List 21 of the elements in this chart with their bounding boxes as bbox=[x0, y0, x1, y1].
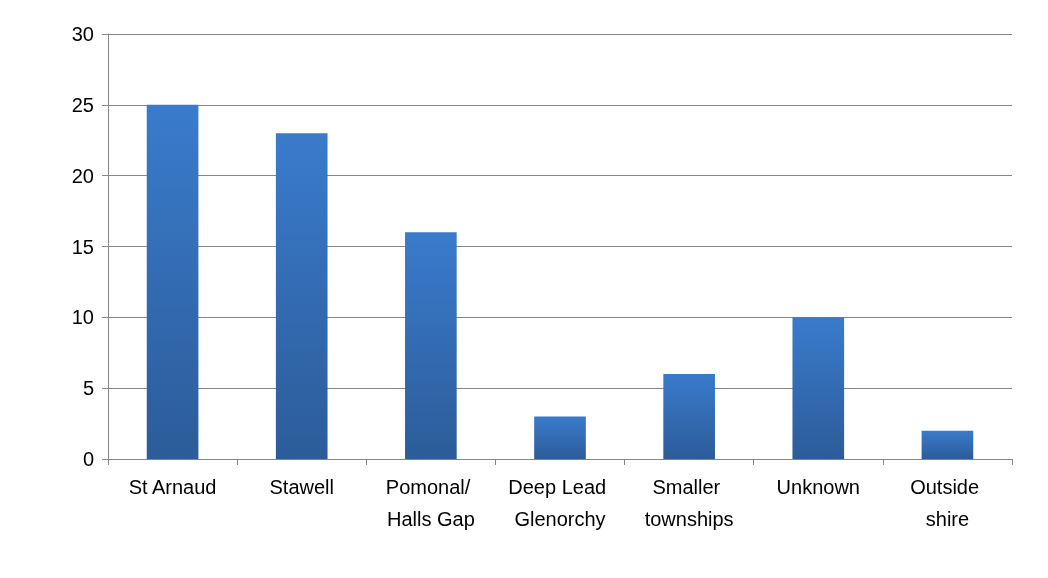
bar bbox=[663, 374, 715, 459]
x-tick-label: Unknown bbox=[776, 476, 860, 498]
bar bbox=[275, 133, 328, 459]
bar bbox=[921, 430, 974, 459]
y-tick-label: 10 bbox=[71, 306, 94, 329]
bar bbox=[792, 317, 845, 459]
x-tick-label: St Arnaud bbox=[128, 476, 217, 498]
y-tick-label: 30 bbox=[71, 23, 94, 45]
y-tick-label: 25 bbox=[71, 93, 94, 116]
y-tick-label: 15 bbox=[71, 235, 94, 258]
y-tick-label: 5 bbox=[82, 377, 94, 400]
bar bbox=[405, 232, 457, 459]
x-tick-label: Pomonal/ Halls Gap bbox=[385, 476, 476, 530]
x-tick-label: Smaller townships bbox=[644, 476, 734, 530]
y-tick-label: 20 bbox=[71, 164, 94, 187]
y-tick-label: 0 bbox=[82, 448, 94, 470]
bar bbox=[534, 416, 586, 459]
bar bbox=[146, 104, 199, 459]
x-tick-label: Outside shire bbox=[910, 476, 985, 530]
x-tick-label: Stawell bbox=[269, 476, 334, 498]
x-tick-label: Deep Lead Glenorchy bbox=[508, 476, 612, 530]
